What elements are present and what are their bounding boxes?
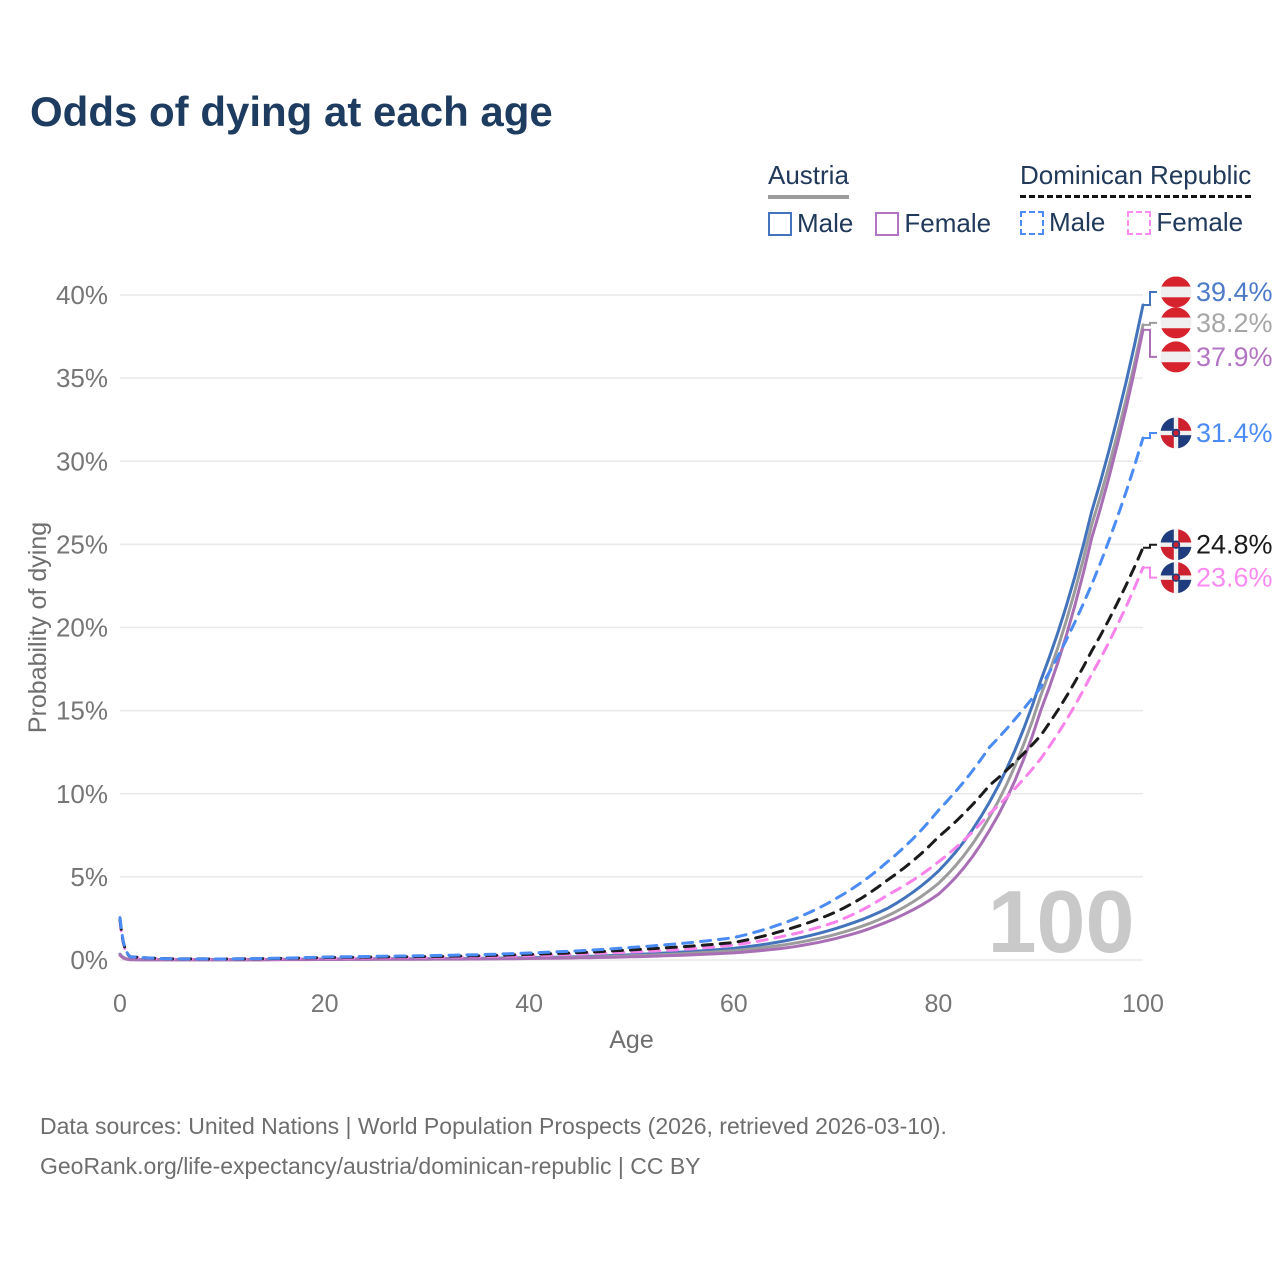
austria-flag-icon xyxy=(1160,276,1192,308)
end-label-value: 24.8% xyxy=(1196,530,1273,560)
series-line-austria-both-sexes xyxy=(118,323,1145,962)
end-label-value: 23.6% xyxy=(1196,563,1273,593)
austria-flag-icon xyxy=(1160,307,1192,339)
austria-male-swatch-icon xyxy=(768,211,792,236)
legend-dominican-republic-title: Dominican Republic xyxy=(1020,160,1252,198)
end-label-connector xyxy=(1143,328,1157,358)
page-title: Odds of dying at each age xyxy=(30,88,553,135)
end-label-connector xyxy=(1143,321,1157,326)
end-label-connector xyxy=(1143,290,1157,306)
series-line-austria-male xyxy=(118,303,1145,962)
dominican-female-swatch-icon xyxy=(1127,210,1152,235)
y-tick-label: 15% xyxy=(56,696,108,726)
end-label-value: 37.9% xyxy=(1196,342,1273,372)
x-tick-label: 20 xyxy=(311,990,339,1018)
footer-attribution: GeoRank.org/life-expectancy/austria/domi… xyxy=(40,1153,701,1179)
x-axis-title: Age xyxy=(609,1026,653,1054)
y-tick-label: 20% xyxy=(56,613,108,643)
footer: Data sources: United Nations | World Pop… xyxy=(40,1106,947,1186)
end-label-value: 31.4% xyxy=(1196,418,1273,448)
chart-legend: Austria Male Female Dominican Republic M… xyxy=(0,160,1280,250)
age-watermark: 100 xyxy=(988,872,1135,971)
y-tick-label: 10% xyxy=(56,779,108,809)
legend-item-austria-male[interactable]: Male xyxy=(768,208,853,239)
x-tick-label: 40 xyxy=(515,990,543,1018)
legend-item-dominican-female[interactable]: Female xyxy=(1127,207,1243,238)
y-tick-label: 30% xyxy=(56,446,108,476)
x-tick-label: 60 xyxy=(720,990,748,1018)
y-axis-title: Probability of dying xyxy=(24,522,52,733)
austria-female-label: Female xyxy=(904,208,992,238)
y-tick-label: 40% xyxy=(56,280,108,310)
end-label-connector xyxy=(1143,543,1157,549)
series-line-dominican-republic-female xyxy=(118,566,1145,961)
end-label-value: 39.4% xyxy=(1196,277,1273,307)
legend-group-dominican-republic: Dominican Republic Male Female xyxy=(1020,160,1252,238)
end-label-connector xyxy=(1143,431,1157,439)
y-tick-label: 0% xyxy=(70,945,108,975)
legend-austria-title: Austria xyxy=(768,160,849,199)
series-line-austria-female xyxy=(118,328,1145,962)
austria-flag-icon xyxy=(1160,341,1192,373)
dominican-republic-flag-icon xyxy=(1160,417,1192,449)
dominican-male-label: Male xyxy=(1049,207,1106,237)
footer-data-sources: Data sources: United Nations | World Pop… xyxy=(40,1113,947,1139)
austria-male-label: Male xyxy=(797,208,854,238)
y-tick-label: 25% xyxy=(56,529,108,559)
x-tick-label: 0 xyxy=(113,990,127,1018)
series-line-dominican-republic-both-sexes xyxy=(118,546,1145,961)
legend-item-dominican-male[interactable]: Male xyxy=(1020,207,1105,238)
dominican-republic-flag-icon xyxy=(1160,529,1192,561)
y-tick-label: 5% xyxy=(70,862,108,892)
y-tick-label: 35% xyxy=(56,363,108,393)
end-label-connector xyxy=(1143,566,1157,579)
end-label-value: 38.2% xyxy=(1196,308,1273,338)
dominican-female-label: Female xyxy=(1156,207,1244,237)
austria-female-swatch-icon xyxy=(875,211,900,236)
legend-group-austria: Austria Male Female xyxy=(768,160,991,239)
legend-item-austria-female[interactable]: Female xyxy=(875,208,991,239)
dominican-republic-flag-icon xyxy=(1160,562,1192,594)
x-tick-label: 80 xyxy=(924,990,952,1018)
dominican-male-swatch-icon xyxy=(1020,210,1044,235)
x-tick-label: 100 xyxy=(1122,990,1164,1018)
